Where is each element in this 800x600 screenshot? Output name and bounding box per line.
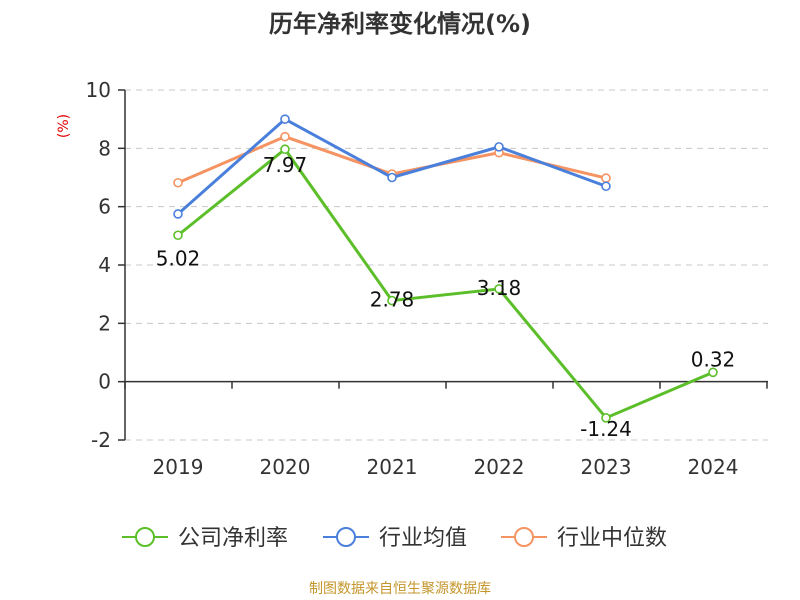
x-tick-label: 2021 bbox=[367, 455, 418, 479]
data-label: 5.02 bbox=[156, 246, 201, 270]
data-point[interactable] bbox=[601, 173, 611, 183]
y-tick-label: 4 bbox=[98, 253, 111, 277]
legend-marker[interactable] bbox=[135, 527, 155, 547]
data-label: -1.24 bbox=[580, 417, 632, 441]
chart-title: 历年净利率变化情况(%) bbox=[269, 10, 531, 38]
y-unit-label: (%) bbox=[56, 114, 72, 138]
data-point[interactable] bbox=[601, 181, 611, 192]
data-label: 0.32 bbox=[691, 347, 736, 371]
data-label: 2.78 bbox=[370, 288, 415, 312]
legend-label[interactable]: 行业均值 bbox=[379, 526, 467, 551]
y-tick-label: 6 bbox=[98, 195, 111, 219]
data-point[interactable] bbox=[173, 209, 183, 219]
data-point[interactable] bbox=[387, 295, 397, 306]
data-point[interactable] bbox=[494, 142, 504, 152]
legend-marker[interactable] bbox=[514, 527, 534, 547]
data-point[interactable] bbox=[173, 230, 183, 241]
legend-marker[interactable] bbox=[336, 527, 356, 547]
axes: -2 0 2 4 6 8 10 2019 2020 2021 2022 2023 2024 (%) bbox=[56, 78, 768, 479]
x-tick-label: 2023 bbox=[581, 455, 632, 479]
series-layer bbox=[173, 114, 718, 423]
series-line bbox=[177, 117, 607, 216]
y-tick-label: 8 bbox=[98, 136, 111, 160]
data-point[interactable] bbox=[494, 284, 504, 294]
legend: 公司净利率 行业均值 行业中位数 bbox=[122, 526, 667, 551]
data-labels: 5.02 7.97 2.78 3.18 -1.24 0.32 bbox=[156, 153, 736, 441]
source-note: 制图数据来自恒生聚源数据库 bbox=[309, 581, 491, 597]
x-tick-label: 2022 bbox=[474, 455, 525, 479]
data-point[interactable] bbox=[280, 114, 290, 124]
data-point[interactable] bbox=[280, 131, 290, 142]
x-tick-label: 2019 bbox=[153, 455, 204, 479]
data-point[interactable] bbox=[173, 177, 183, 188]
series-line bbox=[177, 147, 714, 420]
x-tick-label: 2020 bbox=[260, 455, 311, 479]
y-tick-label: -2 bbox=[91, 428, 111, 452]
data-point[interactable] bbox=[601, 413, 611, 423]
data-point[interactable] bbox=[387, 172, 397, 183]
y-tick-label: 0 bbox=[98, 370, 111, 394]
data-label: 3.18 bbox=[477, 276, 522, 300]
legend-label[interactable]: 行业中位数 bbox=[557, 526, 667, 551]
legend-label[interactable]: 公司净利率 bbox=[178, 526, 288, 551]
data-point[interactable] bbox=[280, 144, 290, 155]
data-point[interactable] bbox=[708, 367, 718, 378]
data-label: 7.97 bbox=[263, 153, 308, 177]
y-tick-label: 10 bbox=[86, 78, 111, 102]
y-tick-label: 2 bbox=[98, 311, 111, 335]
x-tick-label: 2024 bbox=[688, 455, 739, 479]
grid-lines bbox=[125, 89, 768, 441]
